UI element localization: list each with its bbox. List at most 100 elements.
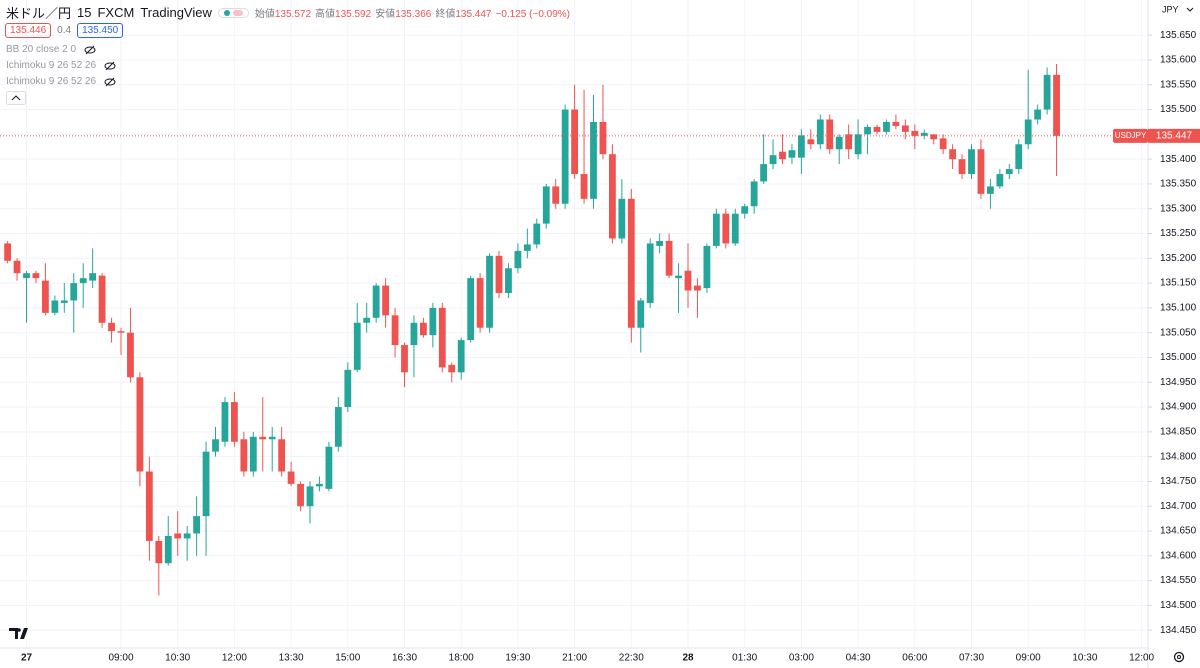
interval[interactable]: 15	[77, 5, 92, 20]
candle-body	[684, 270, 692, 291]
tv-logo	[9, 628, 28, 639]
indicator-label: Ichimoku 9 26 52 26	[6, 60, 97, 71]
candle-body	[656, 240, 664, 246]
y-tick-label: 135.550	[1160, 79, 1197, 90]
sell-button[interactable]: 135.446	[5, 23, 52, 38]
y-tick-label: 135.050	[1160, 327, 1197, 338]
candle-body	[316, 483, 323, 487]
indicator-label: BB 20 close 2 0	[6, 44, 77, 55]
candle-body	[231, 402, 238, 442]
candle-body	[382, 285, 389, 316]
candle-body	[117, 331, 125, 333]
candle-body	[420, 322, 427, 336]
x-tick-label: 12:00	[1129, 653, 1154, 664]
y-tick-label: 134.750	[1160, 476, 1197, 487]
y-tick-label: 134.500	[1160, 600, 1197, 611]
x-tick-label: 04:30	[846, 653, 871, 664]
collapse-button[interactable]	[6, 91, 26, 105]
candle-body	[429, 307, 437, 336]
ohlc-value: 135.592	[335, 9, 372, 20]
candle-body	[571, 109, 578, 175]
x-tick-label: 09:00	[108, 653, 133, 664]
candle-body	[911, 130, 919, 136]
x-tick-label: 09:00	[1016, 653, 1041, 664]
candle-body	[476, 278, 484, 328]
settings-icon[interactable]	[1173, 651, 1185, 663]
candle-body	[353, 322, 361, 370]
candle-body	[212, 439, 219, 452]
candle-body	[949, 149, 956, 160]
y-tick-label: 135.650	[1160, 30, 1197, 41]
x-tick-label: 01:30	[732, 653, 757, 664]
candle-body	[807, 139, 815, 145]
y-tick-label: 135.500	[1160, 104, 1197, 115]
change: −0.125 (−0.09%)	[495, 9, 571, 20]
candle-body	[1024, 119, 1032, 145]
candle-body	[930, 134, 938, 140]
currency-label[interactable]: JPY	[1162, 4, 1179, 14]
y-tick-label: 135.300	[1160, 203, 1197, 214]
y-tick-label: 135.250	[1160, 228, 1197, 239]
candle-body	[523, 244, 531, 251]
y-tick-label: 134.650	[1160, 526, 1197, 537]
candle-body	[958, 159, 966, 175]
status[interactable]	[217, 7, 249, 18]
hidden-icon[interactable]	[104, 61, 116, 71]
y-tick-label: 135.600	[1160, 55, 1197, 66]
candle-body	[892, 121, 900, 126]
hidden-icon[interactable]	[84, 45, 96, 55]
candle-body	[325, 446, 333, 489]
hidden-icon[interactable]	[104, 77, 116, 87]
currency-dropdown[interactable]	[1186, 7, 1194, 12]
candle-body	[127, 332, 134, 378]
candle-body	[1043, 74, 1051, 110]
candle-body	[467, 278, 475, 341]
buy-button[interactable]: 135.450	[77, 23, 124, 38]
y-tick-label: 135.150	[1160, 278, 1197, 289]
candle-body	[438, 307, 446, 368]
candle-body	[854, 134, 862, 155]
indicator[interactable]: Ichimoku 9 26 52 26	[6, 76, 116, 87]
candle-body	[363, 317, 371, 323]
candle-body	[769, 155, 777, 165]
symbol-tag: USDJPY	[1115, 131, 1147, 140]
candle-body	[297, 483, 304, 507]
candle-body	[741, 206, 749, 214]
candle-body	[760, 164, 767, 182]
indicator[interactable]: Ichimoku 9 26 52 26	[6, 60, 116, 71]
indicator[interactable]: BB 20 close 2 0	[6, 44, 96, 55]
symbol-tag-bg	[1113, 128, 1148, 143]
candle-body	[939, 138, 947, 150]
candle-body	[665, 240, 673, 276]
x-tick-label: 10:30	[165, 653, 190, 664]
candle-body	[1034, 109, 1042, 120]
x-tick-label: 22:30	[619, 653, 644, 664]
candle-body	[32, 273, 40, 279]
candle-body	[278, 439, 286, 472]
x-tick-label: 15:00	[335, 653, 360, 664]
candle-body	[410, 322, 418, 346]
ohlc-label: 終値	[435, 9, 456, 20]
candle-body	[401, 345, 408, 373]
candle-body	[174, 533, 182, 539]
candle-body	[750, 181, 758, 207]
candle-body	[712, 213, 720, 246]
candle-body	[533, 223, 541, 245]
candle-body	[13, 260, 21, 274]
symbol[interactable]: 米ドル／円	[6, 6, 72, 21]
candle-body	[883, 121, 890, 132]
x-tick-label: 18:00	[449, 653, 474, 664]
candle-body	[580, 174, 588, 199]
candle-body	[552, 186, 560, 204]
candle-body	[183, 533, 191, 539]
candle-body	[193, 516, 200, 534]
candle-body	[694, 285, 701, 291]
candle-body	[240, 439, 248, 472]
x-tick-label: 27	[21, 653, 33, 664]
candle-body	[372, 285, 380, 318]
ohlc-value: 135.366	[395, 9, 432, 20]
price-tag-bg	[1148, 128, 1200, 143]
candle-body	[845, 134, 853, 150]
x-tick-label: 07:30	[959, 653, 984, 664]
